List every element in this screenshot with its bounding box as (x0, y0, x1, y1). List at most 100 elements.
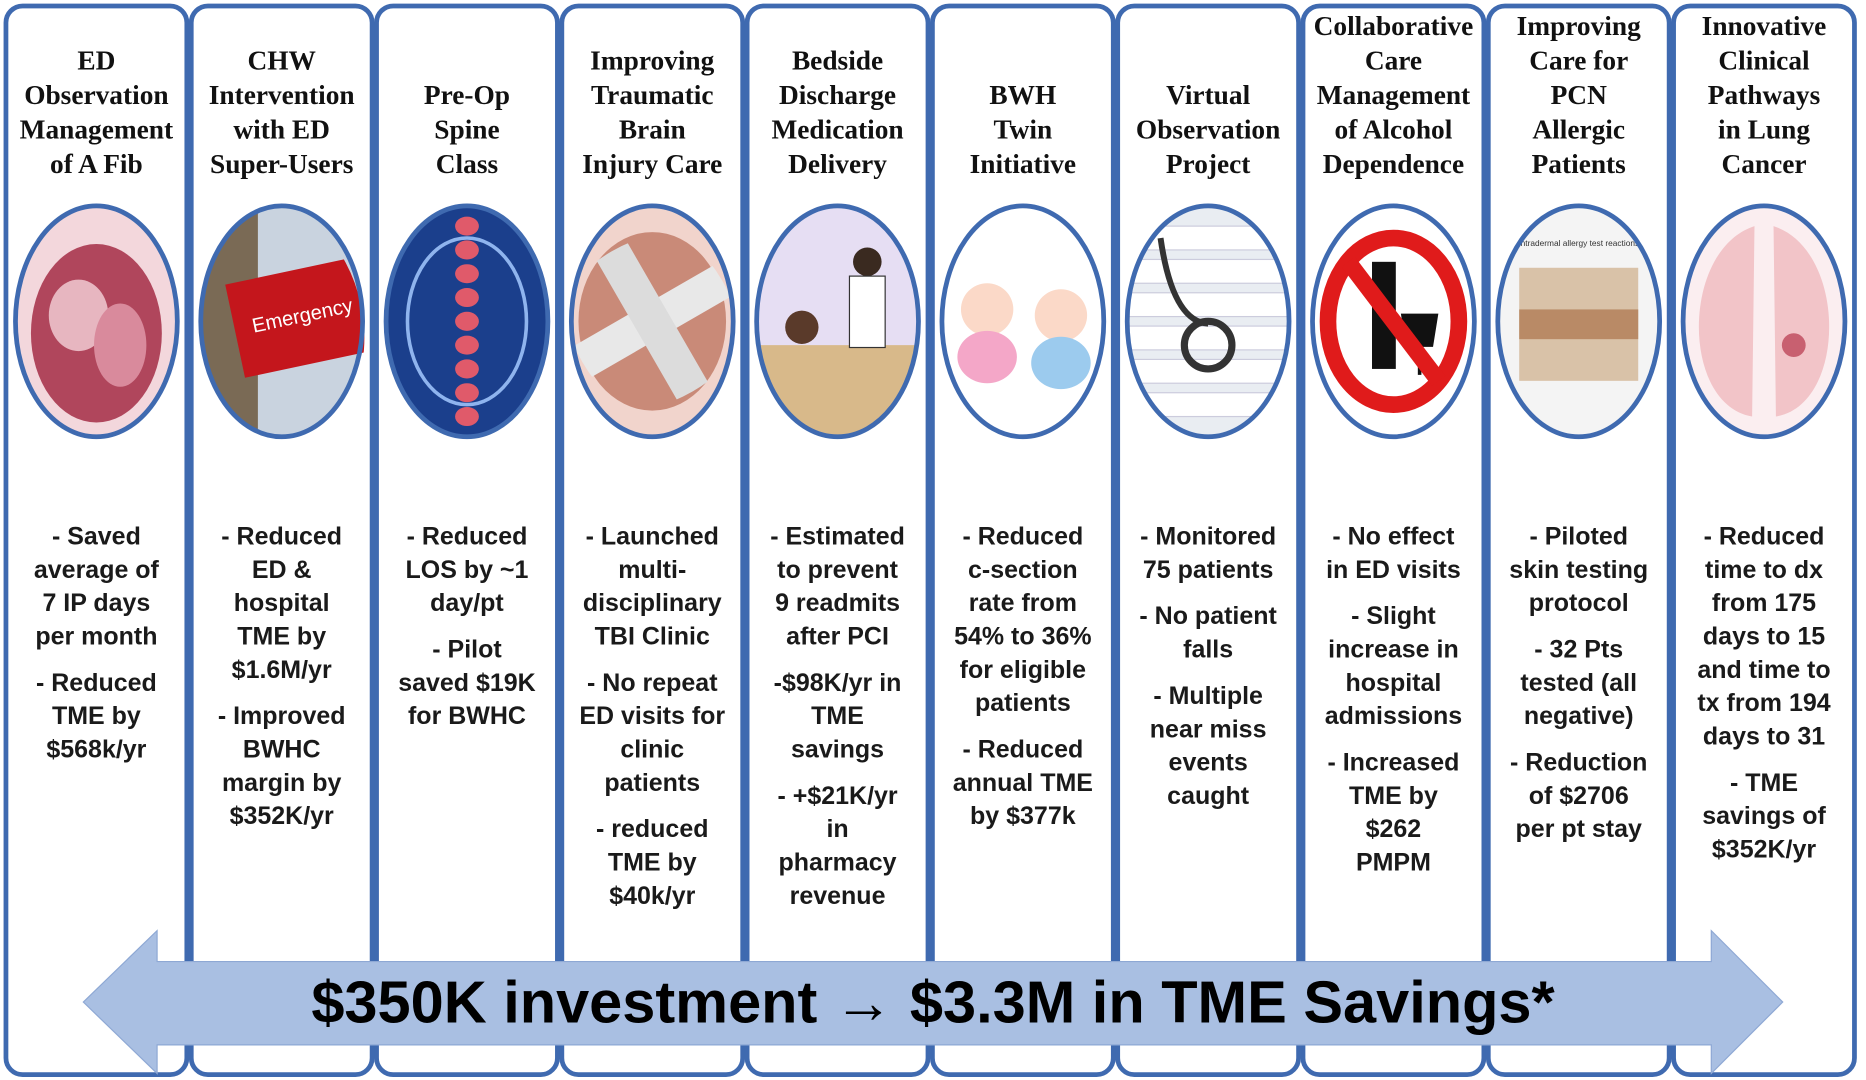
bullet-text: of $2706 (1529, 782, 1629, 810)
illustration-shape (1125, 293, 1292, 317)
illustration-shape (961, 283, 1013, 335)
initiative-column: BWHTwinInitiative- Reducedc-sectionrate … (932, 6, 1113, 1075)
column-title: Intervention (209, 80, 355, 110)
initiative-column: ImprovingCare forPCNAllergicPatientsIntr… (1488, 6, 1669, 1075)
bullet-text: time to dx (1705, 556, 1823, 584)
column-title: in Lung (1718, 114, 1810, 144)
column-title: Project (1166, 149, 1251, 179)
bullet-text: negative) (1524, 702, 1634, 730)
bullet-text: - Saved (52, 523, 141, 551)
bullet-text: $1.6M/yr (232, 656, 332, 684)
illustration-shape (1035, 289, 1087, 341)
illustration-shape (1125, 326, 1292, 350)
bullet-text: - Reduced (221, 523, 342, 551)
column-image (15, 206, 177, 437)
column-title: Clinical (1718, 45, 1810, 75)
bullet-text: tested (all (1520, 669, 1637, 697)
bullet-text: average of (34, 556, 160, 584)
bullet-text: in (826, 815, 848, 843)
column-title: Management (20, 114, 173, 144)
bullet-text: - Reduction (1510, 749, 1647, 777)
bullet-text: falls (1183, 636, 1233, 664)
illustration-shape (1519, 309, 1638, 339)
bullet-text: tx from 194 (1697, 689, 1830, 717)
bullet-text: - Increased (1327, 749, 1459, 777)
bullet-text: -$98K/yr in (774, 669, 902, 697)
column-title: ED (77, 45, 115, 75)
bullet-text: - Pilot (432, 636, 502, 664)
bullet-text: - Reduced (407, 523, 528, 551)
bullet-text: - Launched (586, 523, 719, 551)
bullet-text: saved $19K (398, 669, 536, 697)
bullet-text: - Multiple (1153, 682, 1263, 710)
bullet-text: from 175 (1712, 589, 1816, 617)
bullet-text: - Improved (218, 702, 346, 730)
bullet-text: events (1169, 749, 1248, 777)
bullet-text: hospital (234, 589, 330, 617)
bullet-text: near miss (1150, 715, 1267, 743)
column-title: Spine (434, 114, 499, 144)
column-title: Virtual (1166, 80, 1250, 110)
bullet-text: admissions (1325, 702, 1462, 730)
bullet-text: TBI Clinic (595, 622, 710, 650)
bullet-text: TME by (237, 622, 326, 650)
column-title: Twin (993, 114, 1052, 144)
column-image: Intradermal allergy test reactions (1498, 206, 1660, 437)
column-title: Improving (1517, 11, 1641, 41)
column-title: Discharge (779, 80, 896, 110)
column-title: Cancer (1721, 149, 1806, 179)
column-image (1313, 206, 1475, 437)
column-title: Patients (1532, 149, 1626, 179)
initiative-column: CollaborativeCareManagementof AlcoholDep… (1303, 6, 1484, 1075)
column-title: Improving (590, 45, 714, 75)
illustration-shape (455, 217, 479, 236)
bullet-text: - Reduced (36, 669, 157, 697)
bullet-text: ED & (252, 556, 312, 584)
illustration-shape (455, 264, 479, 283)
bullet-text: - 32 Pts (1534, 636, 1623, 664)
illustration-shape (853, 248, 882, 277)
illustration-shape (455, 336, 479, 355)
bullet-text: days to 15 (1703, 622, 1825, 650)
column-title: Innovative (1702, 11, 1827, 41)
bullet-text: - Reduced (962, 736, 1083, 764)
bullet-text: - Reduced (962, 523, 1083, 551)
column-image (1683, 206, 1845, 437)
bullet-text: in ED visits (1326, 556, 1461, 584)
bullet-text: BWHC (243, 736, 321, 764)
illustration-shape (94, 303, 146, 386)
bullet-text: TME by (52, 702, 141, 730)
bullet-text: 7 IP days (42, 589, 150, 617)
column-image (754, 206, 921, 440)
column-title: Traumatic (591, 80, 714, 110)
column-title: Initiative (970, 149, 1076, 179)
bullet-text: - No repeat (587, 669, 718, 697)
illustration-shape (455, 240, 479, 259)
illustration-shape (1031, 337, 1091, 389)
column-title: CHW (247, 45, 315, 75)
bullet-text: days to 31 (1703, 722, 1825, 750)
column-title: Delivery (788, 149, 887, 179)
bullet-text: $40k/yr (609, 882, 695, 910)
image-text: Intradermal allergy test reactions (1518, 238, 1639, 248)
bullet-text: LOS by ~1 (406, 556, 529, 584)
illustration-shape (455, 312, 479, 331)
illustration-shape (1782, 333, 1806, 357)
page: EDObservationManagementof A Fib- Savedav… (0, 0, 1866, 1080)
bullet-text: day/pt (430, 589, 504, 617)
bullet-text: - No effect (1332, 523, 1455, 551)
bullet-text: skin testing (1509, 556, 1648, 584)
bullet-text: patients (604, 769, 700, 797)
infographic: EDObservationManagementof A Fib- Savedav… (0, 0, 1866, 1080)
bullet-text: patients (975, 689, 1071, 717)
column-title: Super-Users (210, 149, 353, 179)
column-title: Allergic (1532, 114, 1625, 144)
bullet-text: to prevent (777, 556, 898, 584)
bullet-text: $568k/yr (46, 736, 146, 764)
bullet-text: TME by (1349, 782, 1438, 810)
initiative-column: BedsideDischargeMedicationDelivery- Esti… (747, 6, 928, 1075)
bullet-text: and time to (1697, 656, 1830, 684)
column-title: of A Fib (50, 149, 143, 179)
